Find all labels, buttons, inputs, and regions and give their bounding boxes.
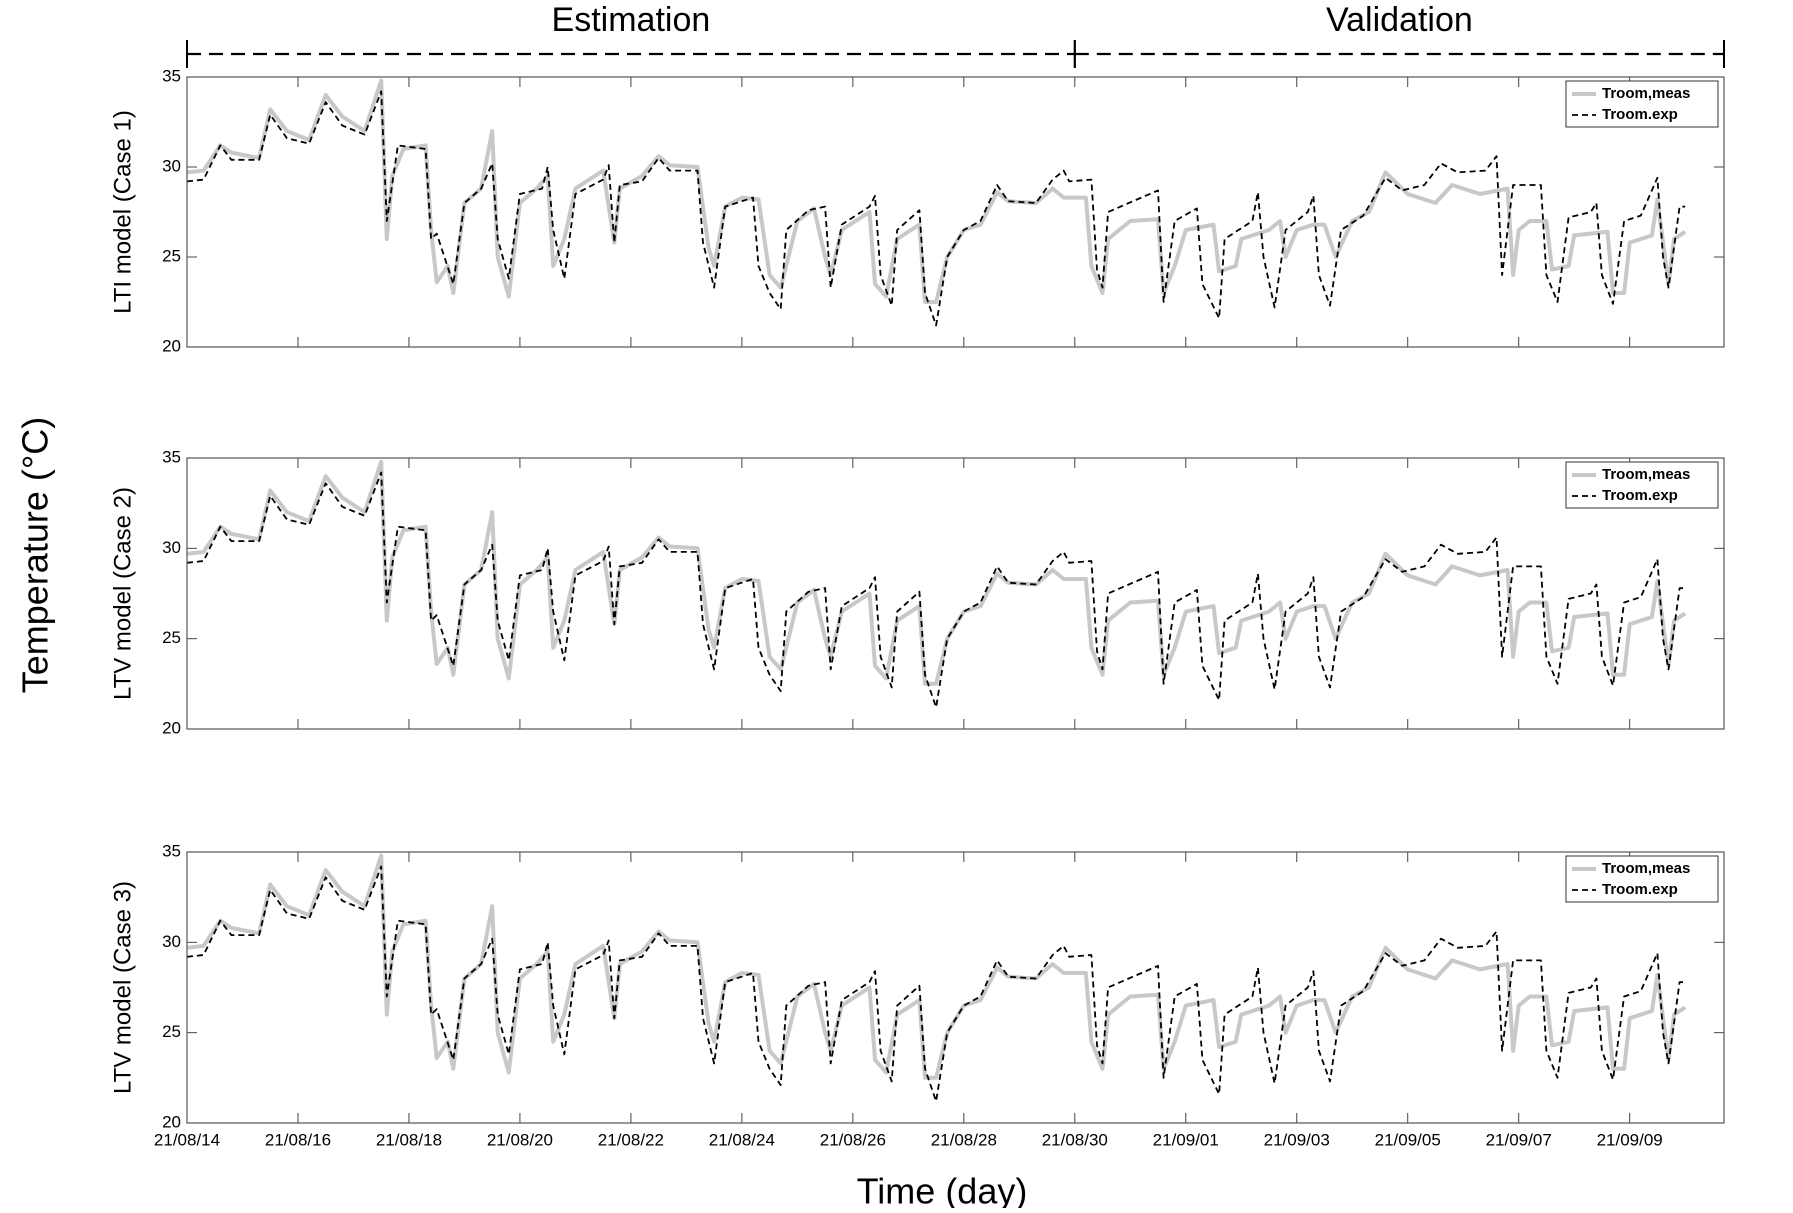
x-tick-label: 21/08/22 [598, 1130, 664, 1149]
y-tick-label: 35 [162, 841, 181, 860]
x-tick-label: 21/08/26 [820, 1130, 886, 1149]
series-line-dashed [186, 471, 1686, 709]
axes-box [186, 851, 1725, 1124]
legend-label: Troom,meas [1602, 85, 1690, 102]
y-tick-label: 35 [162, 447, 181, 466]
y-tick-label: 25 [162, 246, 181, 265]
x-tick-label: 21/09/09 [1597, 1130, 1663, 1149]
x-tick-label: 21/08/18 [376, 1130, 442, 1149]
x-tick-label: 21/09/01 [1153, 1130, 1219, 1149]
series-line-dashed [186, 865, 1686, 1103]
legend-label: Troom.exp [1602, 487, 1678, 504]
x-axis-title: Time (day) [857, 1171, 1028, 1208]
axes-box [186, 76, 1725, 348]
plot-area [187, 852, 1724, 1123]
legend-box [1565, 80, 1719, 128]
y-tick-label: 20 [162, 1112, 181, 1131]
y-tick-label: 25 [162, 1022, 181, 1041]
x-tick-label: 21/08/14 [154, 1130, 220, 1149]
legend-label: Troom,meas [1602, 466, 1690, 483]
x-tick-label: 21/08/20 [487, 1130, 553, 1149]
panel-y-label: LTV model (Case 3) [109, 881, 136, 1094]
x-tick-label: 21/08/16 [265, 1130, 331, 1149]
phase-label: Validation [1326, 1, 1473, 39]
y-tick-label: 20 [162, 718, 181, 737]
panel-y-label: LTV model (Case 2) [109, 487, 136, 700]
y-tick-label: 25 [162, 628, 181, 647]
series-line-dashed [186, 90, 1686, 327]
axes-box [186, 457, 1725, 730]
y-tick-label: 30 [162, 932, 181, 951]
y-tick-label: 30 [162, 538, 181, 557]
plot-area [187, 77, 1724, 347]
legend-box [1565, 461, 1719, 509]
y-tick-label: 20 [162, 336, 181, 355]
series-line [186, 78, 1687, 304]
x-tick-label: 21/08/28 [931, 1130, 997, 1149]
legend-label: Troom,meas [1602, 860, 1690, 877]
legend-label: Troom.exp [1602, 106, 1678, 123]
x-tick-label: 21/09/05 [1375, 1130, 1441, 1149]
phase-label: Estimation [552, 1, 711, 39]
x-tick-label: 21/08/24 [709, 1130, 775, 1149]
x-tick-label: 21/09/03 [1264, 1130, 1330, 1149]
y-tick-label: 35 [162, 66, 181, 85]
plot-area [187, 458, 1724, 729]
x-tick-label: 21/08/30 [1042, 1130, 1108, 1149]
legend-box [1565, 855, 1719, 903]
legend-label: Troom.exp [1602, 881, 1678, 898]
panel-y-label: LTI model (Case 1) [109, 110, 136, 314]
x-tick-label: 21/09/07 [1486, 1130, 1552, 1149]
y-tick-label: 30 [162, 156, 181, 175]
y-axis-title: Temperature (°C) [15, 417, 56, 693]
